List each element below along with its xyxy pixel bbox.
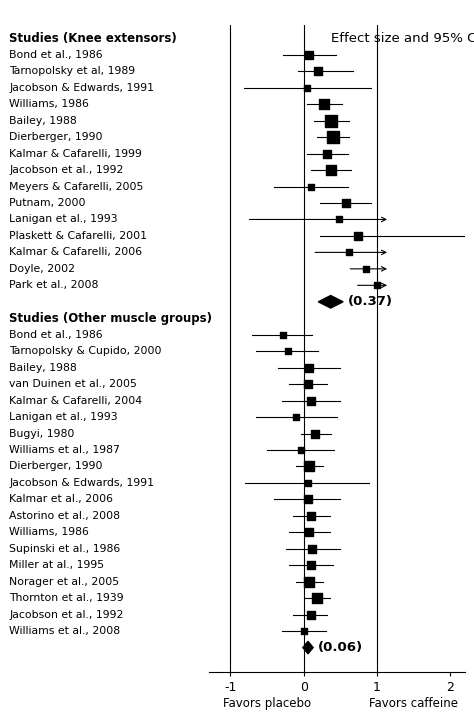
- Text: Dierberger, 1990: Dierberger, 1990: [9, 462, 103, 472]
- Point: [313, 592, 320, 604]
- Text: Jacobson et al., 1992: Jacobson et al., 1992: [9, 165, 124, 175]
- Text: Studies (Other muscle groups): Studies (Other muscle groups): [9, 312, 212, 325]
- Text: Dierberger, 1990: Dierberger, 1990: [9, 132, 103, 142]
- Point: [297, 444, 304, 456]
- Text: Supinski et al., 1986: Supinski et al., 1986: [9, 544, 121, 554]
- Text: Putnam, 2000: Putnam, 2000: [9, 198, 86, 208]
- Text: Doyle, 2002: Doyle, 2002: [9, 264, 75, 274]
- Text: Kalmar & Cafarelli, 2004: Kalmar & Cafarelli, 2004: [9, 395, 143, 406]
- Point: [304, 378, 312, 390]
- Point: [328, 165, 335, 176]
- Text: Park et al., 2008: Park et al., 2008: [9, 280, 99, 290]
- Text: Miller at al., 1995: Miller at al., 1995: [9, 560, 105, 570]
- Polygon shape: [318, 296, 343, 308]
- Point: [306, 526, 313, 538]
- Text: Effect size and 95% CI: Effect size and 95% CI: [331, 32, 474, 45]
- Point: [362, 263, 370, 275]
- Point: [373, 280, 381, 291]
- Point: [300, 626, 308, 637]
- Text: Bailey, 1988: Bailey, 1988: [9, 362, 77, 372]
- Text: Jacobson et al., 1992: Jacobson et al., 1992: [9, 610, 124, 620]
- Text: Plaskett & Cafarelli, 2001: Plaskett & Cafarelli, 2001: [9, 231, 147, 241]
- Text: Jacobson & Edwards, 1991: Jacobson & Edwards, 1991: [9, 83, 155, 93]
- Point: [309, 543, 316, 554]
- Text: Tarnopolsky et al, 1989: Tarnopolsky et al, 1989: [9, 66, 136, 76]
- Polygon shape: [303, 641, 313, 654]
- Point: [292, 411, 300, 423]
- Point: [314, 65, 322, 77]
- Text: Williams et al., 2008: Williams et al., 2008: [9, 626, 120, 636]
- Text: Meyers & Cafarelli, 2005: Meyers & Cafarelli, 2005: [9, 181, 144, 191]
- Point: [307, 510, 315, 521]
- Text: van Duinen et al., 2005: van Duinen et al., 2005: [9, 379, 137, 389]
- Text: Astorino et al., 2008: Astorino et al., 2008: [9, 510, 120, 521]
- Text: Williams et al., 1987: Williams et al., 1987: [9, 445, 120, 455]
- Point: [303, 82, 311, 93]
- Text: Jacobson & Edwards, 1991: Jacobson & Edwards, 1991: [9, 478, 155, 488]
- Point: [306, 461, 313, 472]
- Point: [345, 247, 353, 258]
- Text: Favors placebo: Favors placebo: [223, 697, 311, 710]
- Text: Williams, 1986: Williams, 1986: [9, 527, 90, 537]
- Text: Bailey, 1988: Bailey, 1988: [9, 116, 77, 126]
- Text: Thornton et al., 1939: Thornton et al., 1939: [9, 593, 124, 603]
- Text: Kalmar & Cafarelli, 1999: Kalmar & Cafarelli, 1999: [9, 149, 142, 159]
- Point: [306, 576, 313, 587]
- Point: [304, 477, 312, 489]
- Text: Bond et al., 1986: Bond et al., 1986: [9, 330, 103, 339]
- Text: (0.06): (0.06): [318, 641, 363, 654]
- Point: [284, 345, 292, 357]
- Point: [307, 609, 315, 620]
- Point: [306, 362, 313, 373]
- Point: [304, 494, 312, 505]
- Text: Kalmar et al., 2006: Kalmar et al., 2006: [9, 495, 113, 504]
- Text: Bond et al., 1986: Bond et al., 1986: [9, 50, 103, 60]
- Text: Williams, 1986: Williams, 1986: [9, 99, 90, 109]
- Point: [311, 428, 319, 439]
- Text: Lanigan et al., 1993: Lanigan et al., 1993: [9, 214, 118, 224]
- Point: [307, 180, 315, 192]
- Point: [328, 115, 335, 127]
- Point: [279, 329, 287, 341]
- Text: Lanigan et al., 1993: Lanigan et al., 1993: [9, 412, 118, 422]
- Text: Tarnopolsky & Cupido, 2000: Tarnopolsky & Cupido, 2000: [9, 346, 162, 356]
- Point: [342, 197, 350, 209]
- Point: [307, 395, 315, 406]
- Point: [335, 214, 343, 225]
- Point: [306, 49, 313, 60]
- Text: (0.37): (0.37): [347, 296, 392, 308]
- Point: [355, 230, 362, 242]
- Point: [320, 99, 328, 110]
- Point: [323, 148, 331, 160]
- Text: Norager et al., 2005: Norager et al., 2005: [9, 577, 119, 587]
- Text: Bugyi, 1980: Bugyi, 1980: [9, 429, 75, 439]
- Point: [329, 132, 337, 143]
- Text: Kalmar & Cafarelli, 2006: Kalmar & Cafarelli, 2006: [9, 247, 143, 257]
- Text: Favors caffeine: Favors caffeine: [369, 697, 458, 710]
- Point: [307, 559, 315, 571]
- Text: Studies (Knee extensors): Studies (Knee extensors): [9, 32, 177, 45]
